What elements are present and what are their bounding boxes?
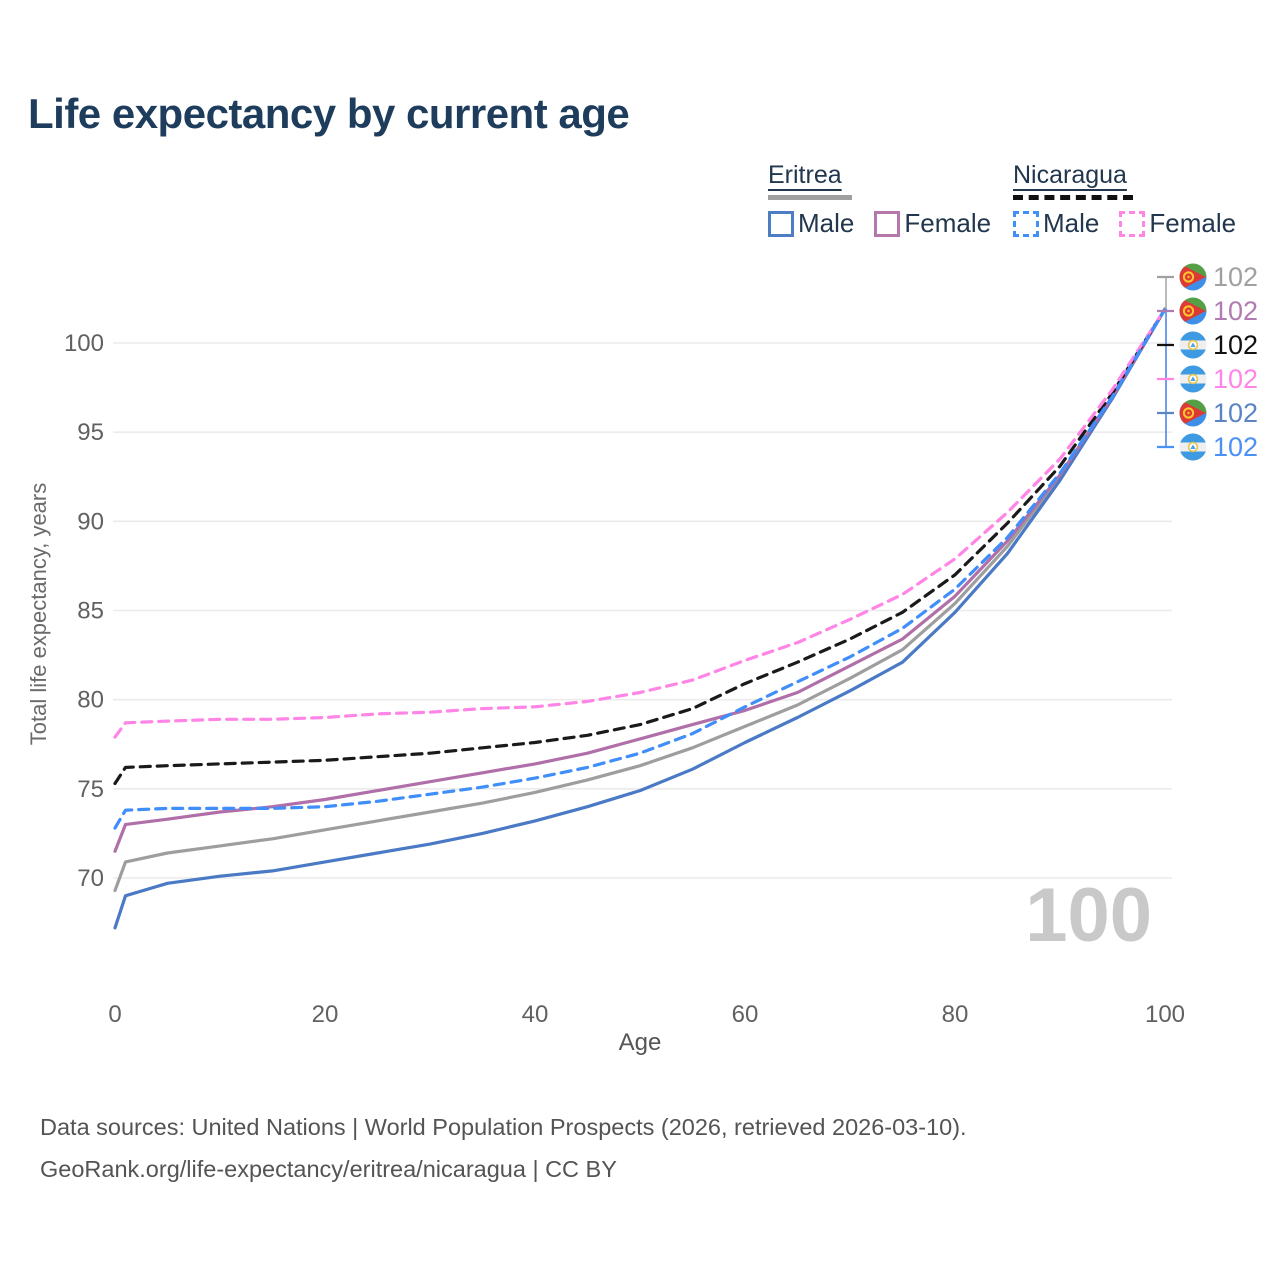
svg-text:40: 40 bbox=[522, 1001, 549, 1028]
hover-age-watermark: 100 bbox=[1025, 873, 1152, 958]
legend-item-label: Female bbox=[1149, 208, 1237, 238]
legend-item-nicaragua-female[interactable]: Female bbox=[1119, 208, 1236, 239]
legend-group-eritrea: Eritrea Male Female bbox=[768, 161, 991, 239]
flag-nicaragua-icon bbox=[1179, 365, 1207, 393]
legend-country-eritrea: Eritrea bbox=[768, 161, 842, 189]
svg-text:80: 80 bbox=[77, 687, 104, 714]
svg-text:95: 95 bbox=[77, 419, 104, 446]
svg-text:85: 85 bbox=[77, 598, 104, 625]
chart-footer: Data sources: United Nations | World Pop… bbox=[40, 1106, 967, 1190]
series-nicaragua-total bbox=[113, 307, 1167, 786]
svg-text:100: 100 bbox=[1145, 1001, 1185, 1028]
flag-eritrea-icon bbox=[1179, 399, 1207, 427]
flag-eritrea-icon bbox=[1179, 297, 1207, 325]
y-axis-title: Total life expectancy, years bbox=[26, 483, 51, 746]
series-eritrea-female bbox=[113, 307, 1167, 853]
end-value-label: 102 bbox=[1213, 432, 1258, 462]
page-title: Life expectancy by current age bbox=[28, 90, 630, 137]
y-axis-tick-labels: 70 75 80 85 90 95 100 bbox=[64, 330, 104, 892]
flag-nicaragua-icon bbox=[1179, 433, 1207, 461]
series-nicaragua-female bbox=[113, 307, 1167, 739]
legend-group-nicaragua: Nicaragua Male Female bbox=[1013, 161, 1236, 239]
legend-item-label: Female bbox=[904, 208, 992, 238]
legend-swatch-eritrea-female bbox=[874, 210, 901, 237]
x-axis-title: Age bbox=[619, 1029, 662, 1056]
footer-attribution: GeoRank.org/life-expectancy/eritrea/nica… bbox=[40, 1156, 617, 1182]
end-value-label: 102 bbox=[1213, 364, 1258, 394]
flag-nicaragua-icon bbox=[1179, 331, 1207, 359]
x-axis-tick-labels: 0 20 40 60 80 100 bbox=[108, 1001, 1185, 1028]
svg-text:90: 90 bbox=[77, 508, 104, 535]
end-value-label: 102 bbox=[1213, 330, 1258, 360]
legend-line-sample-nicaragua bbox=[1013, 195, 1133, 200]
footer-data-sources: Data sources: United Nations | World Pop… bbox=[40, 1114, 967, 1140]
svg-text:80: 80 bbox=[942, 1001, 969, 1028]
legend-item-label: Male bbox=[798, 208, 855, 238]
series-eritrea-male bbox=[113, 307, 1167, 930]
series-end-labels: 102 102 102 102 102 102 bbox=[1179, 262, 1258, 462]
end-value-label: 102 bbox=[1213, 296, 1258, 326]
svg-text:75: 75 bbox=[77, 776, 104, 803]
series-eritrea-total bbox=[113, 307, 1167, 893]
end-value-label: 102 bbox=[1213, 398, 1258, 428]
legend-item-label: Male bbox=[1043, 208, 1100, 238]
flag-eritrea-icon bbox=[1179, 263, 1207, 291]
legend-swatch-nicaragua-male bbox=[1013, 210, 1039, 237]
gridlines bbox=[113, 342, 1172, 879]
legend-country-nicaragua: Nicaragua bbox=[1013, 161, 1127, 189]
legend-item-eritrea-male[interactable]: Male bbox=[768, 208, 854, 239]
end-label-leader-lines bbox=[1157, 275, 1174, 449]
legend-item-eritrea-female[interactable]: Female bbox=[874, 208, 991, 239]
legend-swatch-nicaragua-female bbox=[1119, 210, 1146, 237]
svg-text:70: 70 bbox=[77, 865, 104, 892]
series-nicaragua-male bbox=[113, 307, 1167, 830]
series-lines bbox=[113, 307, 1167, 930]
svg-text:0: 0 bbox=[108, 1001, 121, 1028]
end-value-label: 102 bbox=[1213, 262, 1258, 292]
legend-swatch-eritrea-male bbox=[768, 210, 794, 237]
svg-text:60: 60 bbox=[732, 1001, 759, 1028]
svg-text:100: 100 bbox=[64, 330, 104, 357]
legend-item-nicaragua-male[interactable]: Male bbox=[1013, 208, 1099, 239]
legend-line-sample-eritrea bbox=[768, 195, 852, 200]
svg-text:20: 20 bbox=[312, 1001, 339, 1028]
